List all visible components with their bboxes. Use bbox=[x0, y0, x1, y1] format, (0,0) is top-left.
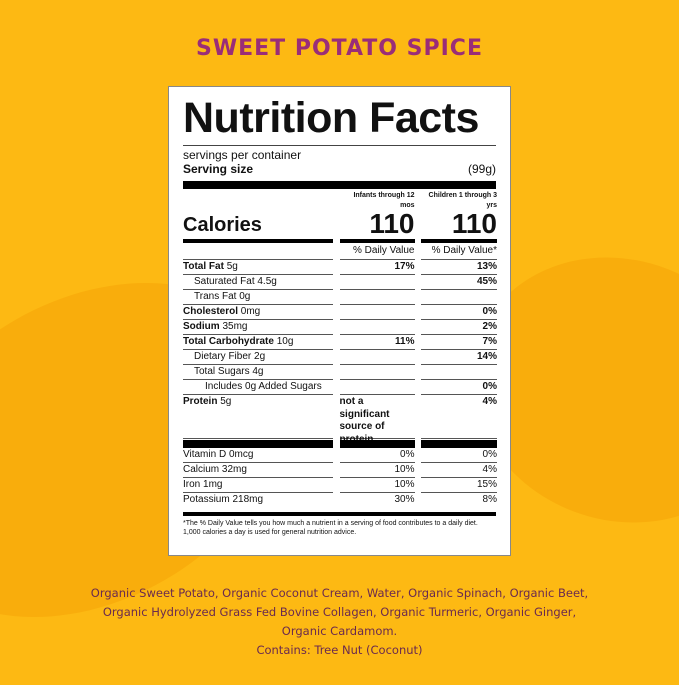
serving-size: Serving size (99g) bbox=[183, 162, 496, 176]
nutrient-name: Sodium 35mg bbox=[183, 320, 333, 335]
dv-infants: 10% bbox=[339, 463, 415, 478]
dv-children bbox=[421, 365, 497, 380]
dv-infants: 30% bbox=[394, 494, 415, 505]
calories-infants: 110 bbox=[369, 208, 415, 239]
dv-children: 0% bbox=[421, 305, 497, 320]
dv-infants: 10% bbox=[339, 478, 415, 493]
nutrient-name: Saturated Fat 4.5g bbox=[183, 275, 333, 290]
product-title: SWEET POTATO SPICE bbox=[196, 36, 483, 61]
ingredients: Organic Sweet Potato, Organic Coconut Cr… bbox=[0, 584, 679, 660]
dv-infants bbox=[339, 320, 415, 335]
footnote: *The % Daily Value tells you how much a … bbox=[183, 512, 496, 537]
nutrition-facts-heading: Nutrition Facts bbox=[183, 94, 479, 142]
dv-infants bbox=[339, 290, 415, 305]
mineral-name: Calcium 32mg bbox=[183, 463, 333, 478]
nutrient-table: Total Fat 5g 17% 13% Saturated Fat 4.5g 45% T… bbox=[183, 260, 497, 508]
divider-thick bbox=[183, 181, 496, 189]
calories-section: Infants through 12 mos Children 1 throug… bbox=[183, 189, 497, 260]
mineral-name: Vitamin D 0mcg bbox=[183, 448, 333, 463]
nutrient-name: Total Carbohydrate 10g bbox=[183, 335, 333, 350]
allergen-statement: Contains: Tree Nut (Coconut) bbox=[256, 643, 423, 657]
dv-infants bbox=[339, 350, 415, 365]
dv-children: 4% bbox=[421, 463, 497, 478]
dv-infants: 17% bbox=[339, 260, 415, 275]
nutrient-name: Cholesterol 0mg bbox=[183, 305, 333, 320]
dv-infants bbox=[339, 275, 415, 290]
protein-infants: not a significant source of protein bbox=[339, 395, 415, 445]
divider-thick bbox=[183, 440, 333, 448]
protein-name: Protein 5g bbox=[183, 395, 333, 439]
dv-infants: 11% bbox=[339, 335, 415, 350]
dv-children: 0% bbox=[421, 448, 497, 463]
dv-children: 2% bbox=[421, 320, 497, 335]
calories-label: Calories bbox=[183, 214, 262, 236]
calories-children: 110 bbox=[451, 208, 497, 239]
dv-children: 7% bbox=[421, 335, 497, 350]
nutrient-name: Total Sugars 4g bbox=[183, 365, 333, 380]
dv-children bbox=[421, 290, 497, 305]
divider-thick bbox=[421, 440, 497, 448]
dv-header-infants: % Daily Value bbox=[339, 243, 415, 260]
column-header-children: Children 1 through 3 yrs bbox=[428, 192, 497, 209]
protein-children: 4% bbox=[421, 395, 497, 439]
nutrient-name: Total Fat 5g bbox=[183, 260, 333, 275]
nutrient-name: Trans Fat 0g bbox=[183, 290, 333, 305]
dv-infants: 0% bbox=[339, 448, 415, 463]
dv-infants bbox=[339, 305, 415, 320]
nutrient-name: Includes 0g Added Sugars bbox=[183, 380, 333, 395]
dv-infants bbox=[339, 365, 415, 380]
dv-header-children: % Daily Value* bbox=[421, 243, 497, 260]
servings-per-container: servings per container bbox=[183, 148, 302, 162]
mineral-name: Potassium 218mg bbox=[183, 494, 264, 505]
nutrient-name: Dietary Fiber 2g bbox=[183, 350, 333, 365]
dv-children: 45% bbox=[421, 275, 497, 290]
dv-children: 15% bbox=[421, 478, 497, 493]
nutrition-facts-label: Nutrition Facts servings per container S… bbox=[168, 86, 511, 556]
dv-infants bbox=[339, 380, 415, 395]
divider bbox=[183, 145, 496, 146]
mineral-name: Iron 1mg bbox=[183, 478, 333, 493]
column-header-infants: Infants through 12 mos bbox=[353, 192, 415, 209]
dv-children: 13% bbox=[421, 260, 497, 275]
divider-thick bbox=[339, 440, 415, 448]
dv-children: 0% bbox=[421, 380, 497, 395]
dv-children: 14% bbox=[421, 350, 497, 365]
dv-children: 8% bbox=[482, 494, 497, 505]
